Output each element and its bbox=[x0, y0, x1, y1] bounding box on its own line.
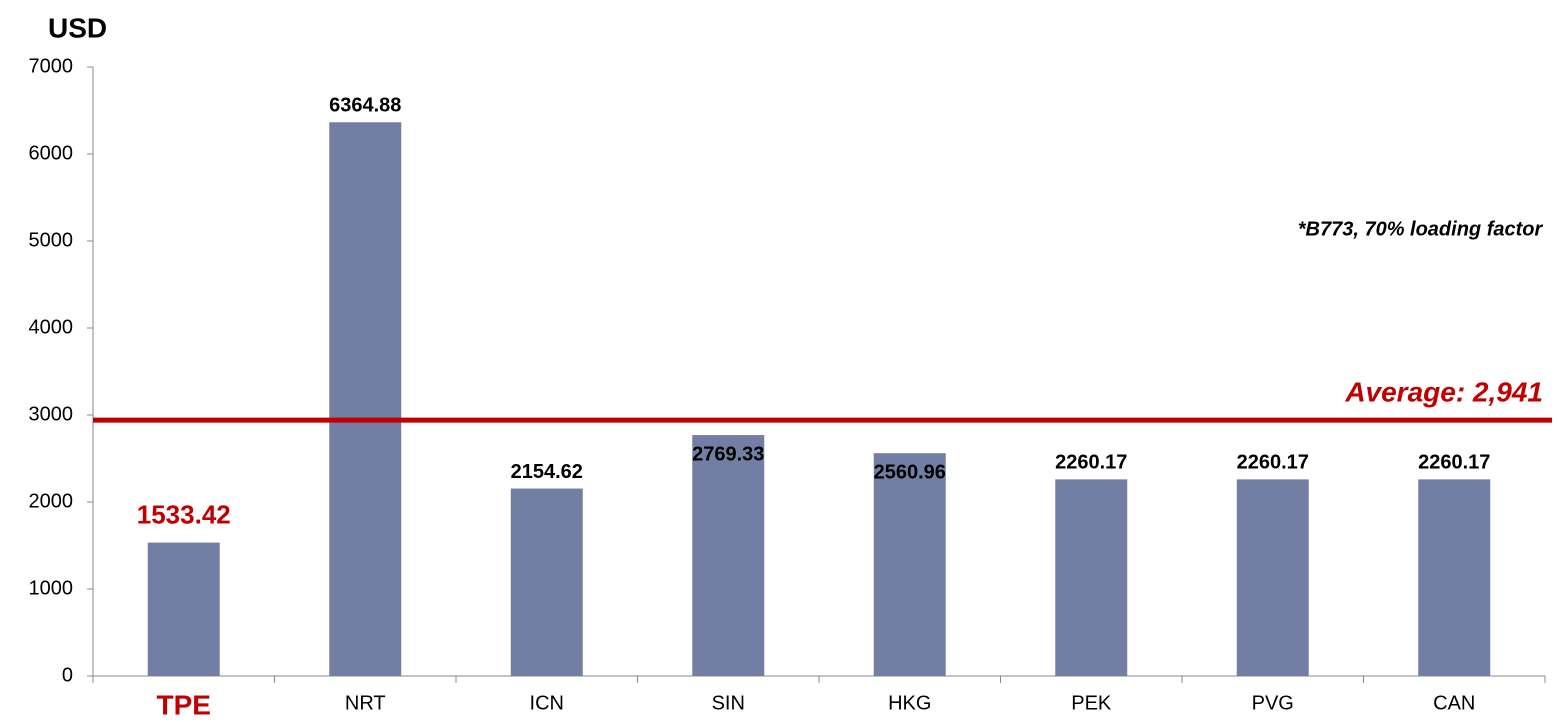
data-label: 2769.33 bbox=[692, 443, 764, 465]
data-label: 2260.17 bbox=[1237, 452, 1309, 474]
data-label: 6364.88 bbox=[329, 95, 401, 117]
x-tick-label: ICN bbox=[530, 692, 564, 714]
bar bbox=[1055, 479, 1128, 676]
x-tick-label: SIN bbox=[712, 692, 745, 714]
bar bbox=[1236, 479, 1309, 676]
x-tick-label: CAN bbox=[1433, 692, 1475, 714]
x-tick-label: NRT bbox=[345, 692, 386, 714]
y-tick-label: 7000 bbox=[29, 55, 74, 77]
data-label: 2154.62 bbox=[511, 461, 583, 483]
bar bbox=[510, 488, 583, 676]
y-tick-label: 0 bbox=[62, 664, 73, 686]
data-label: 2260.17 bbox=[1055, 452, 1127, 474]
bar bbox=[147, 542, 220, 676]
y-axis-label: USD bbox=[48, 12, 107, 43]
bar bbox=[873, 453, 946, 676]
data-label: 2260.17 bbox=[1418, 452, 1490, 474]
y-tick-label: 3000 bbox=[29, 403, 74, 425]
bar bbox=[692, 435, 765, 676]
y-tick-label: 6000 bbox=[29, 142, 74, 164]
x-tick-label: HKG bbox=[888, 692, 931, 714]
bar bbox=[1418, 479, 1491, 676]
x-tick-label: PEK bbox=[1071, 692, 1112, 714]
data-label: 1533.42 bbox=[137, 499, 231, 529]
data-label: 2560.96 bbox=[874, 461, 946, 483]
bar bbox=[329, 122, 402, 677]
x-tick-label: PVG bbox=[1252, 692, 1294, 714]
y-tick-label: 5000 bbox=[29, 229, 74, 251]
annotation: *B773, 70% loading factor bbox=[1298, 218, 1544, 240]
average-label: Average: 2,941 bbox=[1344, 377, 1543, 408]
x-tick-label: TPE bbox=[157, 689, 211, 720]
y-tick-label: 1000 bbox=[29, 577, 74, 599]
y-tick-label: 2000 bbox=[29, 490, 74, 512]
y-tick-label: 4000 bbox=[29, 316, 74, 338]
